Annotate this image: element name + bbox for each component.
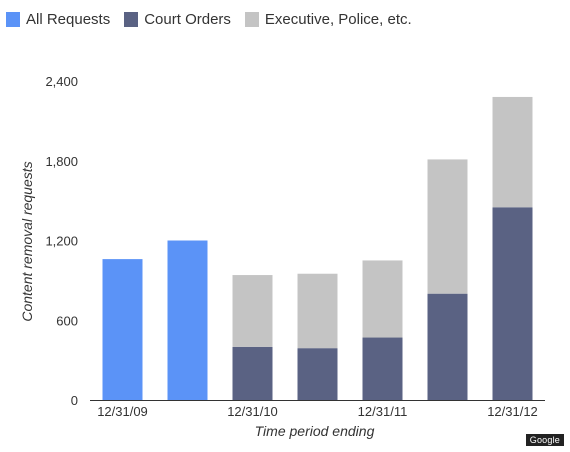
y-tick-label: 2,400: [45, 74, 78, 89]
legend-item-all-requests: All Requests: [6, 11, 110, 28]
bar-court-orders: [362, 337, 403, 400]
x-axis: 12/31/09 12/31/10 12/31/11 12/31/12: [97, 404, 538, 419]
legend-swatch-executive-police: [244, 12, 259, 27]
bar-court-orders: [427, 293, 468, 400]
bar-all-requests: [102, 259, 143, 400]
x-tick-label: 12/31/12: [487, 404, 538, 419]
legend-swatch-court-orders: [124, 12, 139, 27]
bars: [102, 96, 533, 400]
x-tick-label: 12/31/11: [358, 404, 408, 419]
legend: All Requests Court Orders Executive, Pol…: [6, 11, 426, 28]
legend-label-all-requests: All Requests: [26, 11, 111, 28]
bar-court-orders: [232, 346, 273, 400]
bar-all-requests: [167, 240, 208, 400]
bar-court-orders: [297, 348, 338, 400]
x-axis-title: Time period ending: [255, 423, 375, 439]
legend-item-executive-police: Executive, Police, etc.: [244, 11, 412, 28]
bar-executive-police-etc: [362, 260, 403, 338]
x-tick-label: 12/31/10: [227, 404, 278, 419]
y-tick-label: 600: [56, 313, 78, 328]
legend-label-court-orders: Court Orders: [144, 11, 231, 28]
google-badge: Google: [525, 434, 564, 446]
bar-executive-police-etc: [427, 159, 468, 294]
bar-executive-police-etc: [492, 96, 533, 208]
bar-court-orders: [492, 207, 533, 400]
legend-label-executive-police: Executive, Police, etc.: [264, 11, 412, 28]
y-tick-label: 0: [71, 393, 78, 408]
x-tick-label: 12/31/09: [97, 404, 148, 419]
y-tick-label: 1,800: [45, 154, 78, 169]
y-axis-title: Content removal requests: [19, 161, 35, 321]
y-axis: 0 600 1,200 1,800 2,400: [45, 74, 78, 408]
legend-swatch-all-requests: [6, 12, 20, 27]
y-tick-label: 1,200: [45, 234, 78, 249]
bar-executive-police-etc: [232, 275, 273, 347]
bar-executive-police-etc: [297, 273, 338, 349]
legend-item-court-orders: Court Orders: [124, 11, 231, 28]
